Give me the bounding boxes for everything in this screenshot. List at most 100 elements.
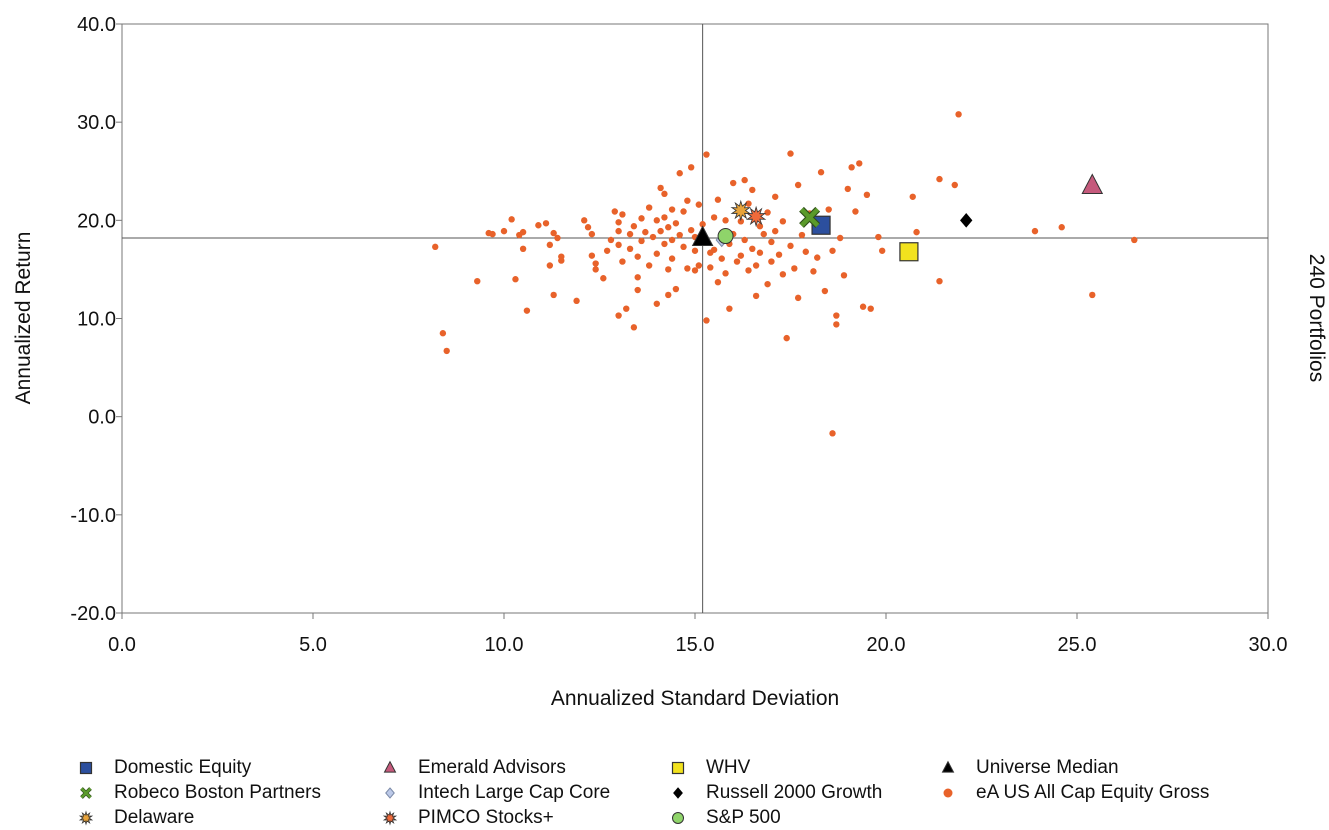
universe-point bbox=[836, 234, 844, 242]
legend-item-ea-us-all-cap-equity-gross: eA US All Cap Equity Gross bbox=[940, 781, 1209, 805]
universe-point bbox=[848, 164, 855, 171]
y-tick-label: 0.0 bbox=[88, 407, 116, 429]
universe-point bbox=[665, 291, 672, 299]
universe-point bbox=[703, 317, 710, 324]
universe-point bbox=[1089, 291, 1096, 299]
universe-point bbox=[955, 111, 962, 118]
legend-item-universe-median: Universe Median bbox=[940, 756, 1119, 780]
universe-point bbox=[645, 204, 653, 211]
universe-point bbox=[913, 228, 920, 236]
universe-point bbox=[741, 176, 748, 184]
universe-point bbox=[783, 334, 790, 342]
legend-symbol bbox=[941, 760, 955, 773]
universe-point bbox=[588, 230, 596, 238]
universe-point bbox=[615, 227, 622, 235]
universe-point bbox=[714, 196, 722, 203]
universe-point bbox=[619, 211, 626, 218]
legend-marker-universe-median bbox=[941, 760, 955, 773]
universe-point bbox=[661, 190, 668, 198]
x-tick-label: 30.0 bbox=[1249, 634, 1288, 656]
universe-point bbox=[684, 197, 691, 204]
legend-item-intech-large-cap-core: Intech Large Cap Core bbox=[382, 781, 610, 805]
legend-label: Emerald Advisors bbox=[418, 757, 566, 778]
legend-label: Domestic Equity bbox=[114, 757, 252, 778]
universe-point bbox=[611, 208, 618, 215]
legend-item-pimco-stocks: PIMCO Stocks+ bbox=[382, 806, 554, 830]
legend-symbol bbox=[383, 760, 397, 773]
universe-point bbox=[802, 248, 809, 255]
legend-item-robeco-boston-partners: Robeco Boston Partners bbox=[78, 781, 321, 805]
universe-point bbox=[546, 241, 554, 249]
legend-marker-whv bbox=[671, 761, 685, 775]
universe-point bbox=[695, 262, 703, 269]
x-tick-label: 0.0 bbox=[108, 634, 136, 656]
russell-2000-growth-point bbox=[960, 213, 973, 228]
universe-point bbox=[634, 286, 641, 294]
universe-point bbox=[649, 233, 657, 241]
universe-point bbox=[443, 347, 450, 355]
legend-label: Intech Large Cap Core bbox=[418, 782, 611, 803]
legend-item-whv: WHV bbox=[670, 756, 750, 780]
universe-point bbox=[703, 151, 710, 158]
universe-point bbox=[542, 220, 550, 227]
universe-point bbox=[794, 181, 802, 189]
universe-point bbox=[603, 247, 611, 254]
universe-point bbox=[439, 330, 447, 337]
y-axis-title: Annualized Return bbox=[12, 232, 35, 405]
universe-point bbox=[665, 266, 672, 273]
universe-point bbox=[718, 255, 725, 262]
scatter-chart: 40.0 30.0 20.0 10.0 0.0 -10.0 -20.0 0.0 5.0 10.0… bbox=[12, 14, 1328, 710]
universe-point bbox=[668, 236, 676, 244]
x-tick-label: 15.0 bbox=[676, 634, 715, 656]
universe-point bbox=[691, 267, 699, 274]
universe-point bbox=[787, 150, 794, 157]
universe-point bbox=[550, 229, 557, 237]
universe-point bbox=[909, 193, 916, 200]
universe-point bbox=[875, 233, 882, 241]
universe-point bbox=[772, 193, 779, 200]
legend-marker-s-p-500 bbox=[672, 812, 684, 824]
universe-point bbox=[672, 220, 680, 227]
universe-point bbox=[630, 324, 638, 331]
legend-label: Robeco Boston Partners bbox=[114, 782, 322, 803]
universe-point bbox=[787, 242, 794, 250]
universe-point bbox=[653, 217, 660, 224]
universe-point bbox=[691, 247, 699, 254]
universe-point bbox=[863, 191, 871, 199]
universe-point bbox=[745, 267, 752, 274]
y-tick-label: -20.0 bbox=[70, 603, 116, 625]
robeco-boston-partners-point bbox=[799, 206, 821, 228]
universe-point bbox=[714, 278, 722, 286]
universe-point bbox=[772, 227, 779, 235]
legend-item-delaware: Delaware bbox=[78, 806, 194, 830]
universe-point bbox=[695, 201, 703, 208]
legend-label: Delaware bbox=[114, 807, 195, 828]
legend-item-s-p-500: S&P 500 bbox=[670, 806, 781, 830]
universe-point bbox=[676, 170, 683, 177]
universe-point bbox=[936, 277, 943, 285]
universe-point bbox=[768, 238, 775, 246]
universe-point bbox=[546, 262, 554, 269]
universe-point bbox=[592, 266, 599, 273]
universe-point bbox=[752, 262, 760, 269]
universe-point bbox=[687, 164, 695, 171]
universe-point bbox=[584, 224, 592, 231]
universe-point bbox=[829, 430, 836, 437]
universe-point bbox=[699, 221, 706, 228]
universe-point bbox=[684, 265, 691, 272]
y-tick-label: 30.0 bbox=[77, 112, 116, 134]
universe-point bbox=[833, 321, 840, 328]
y-tick-label: -10.0 bbox=[70, 505, 116, 527]
universe-point bbox=[645, 262, 653, 269]
legend-symbol bbox=[943, 788, 953, 798]
y-tick-label: 20.0 bbox=[77, 210, 116, 232]
universe-point bbox=[588, 252, 596, 259]
universe-point bbox=[859, 303, 867, 310]
legend-symbol bbox=[382, 810, 398, 826]
universe-point bbox=[775, 251, 783, 258]
universe-point bbox=[1058, 224, 1065, 231]
legend-marker-intech-large-cap-core bbox=[385, 787, 395, 799]
universe-point bbox=[829, 247, 836, 254]
universe-point bbox=[615, 219, 622, 226]
legend: Domestic Equity Robeco Boston Partners Del… bbox=[78, 756, 1308, 828]
